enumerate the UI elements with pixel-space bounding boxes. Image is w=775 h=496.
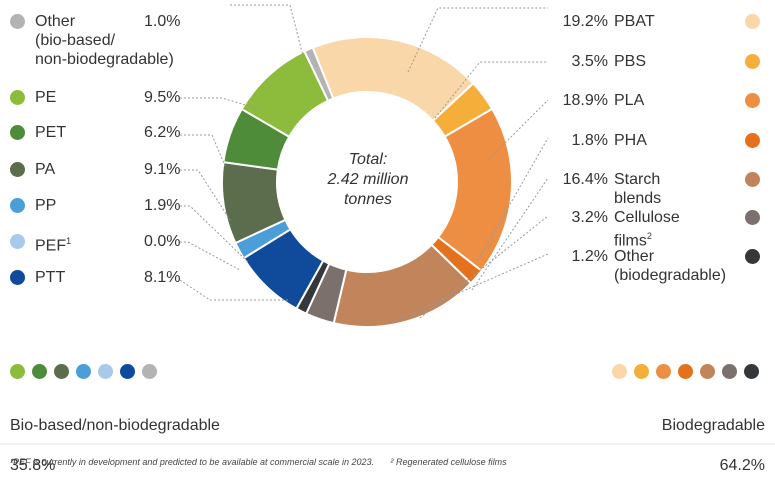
legend-item-pp: PP 1.9% <box>10 196 180 215</box>
legend-item-ptt: PTT 8.1% <box>10 268 180 287</box>
legend-value: 3.2% <box>571 209 608 226</box>
legend-item-pa: PA 9.1% <box>10 160 180 179</box>
bio-based-swatch-row <box>10 364 157 379</box>
legend-label: PA <box>35 161 56 178</box>
legend-value: 1.0% <box>144 13 181 30</box>
legend-item-pe: PE 9.5% <box>10 88 180 107</box>
bio-based-group-label: Bio-based/non-biodegradable 35.8% <box>10 396 220 496</box>
legend-value: 16.4% <box>562 171 608 188</box>
legend-value: 6.2% <box>144 124 181 141</box>
group-name: Bio-based/non-biodegradable <box>10 417 220 434</box>
footnote-pef: ¹PEF is currently in development and pre… <box>10 457 375 467</box>
center-total-label: Total: 2.42 million tonnes <box>308 150 428 210</box>
legend-swatch <box>745 210 760 225</box>
leader-line <box>407 7 548 73</box>
swatch-cellulose-films <box>722 364 737 379</box>
swatch-pbat <box>612 364 627 379</box>
legend-swatch <box>10 90 25 105</box>
legend-value: 18.9% <box>562 92 608 109</box>
legend-swatch <box>745 93 760 108</box>
swatch-pet <box>32 364 47 379</box>
legend-label: PHA <box>614 132 647 149</box>
swatch-ptt <box>120 364 135 379</box>
legend-label: PLA <box>614 92 645 109</box>
legend-swatch <box>10 270 25 285</box>
center-line-1: Total: <box>348 151 388 168</box>
legend-value: 9.1% <box>144 161 181 178</box>
swatch-other-biodegradable <box>744 364 759 379</box>
biodegradable-swatch-row <box>612 364 759 379</box>
legend-value: 1.2% <box>571 248 608 265</box>
legend-label: PTT <box>35 269 66 286</box>
donut-chart <box>0 4 775 445</box>
legend-swatch <box>10 14 25 29</box>
leader-line <box>180 134 227 169</box>
swatch-pe <box>10 364 25 379</box>
swatch-pef <box>98 364 113 379</box>
legend-swatch <box>10 162 25 177</box>
leader-line <box>419 215 549 319</box>
swatch-pla <box>656 364 671 379</box>
swatch-other-bio-based <box>142 364 157 379</box>
group-name: Biodegradable <box>661 417 765 434</box>
leader-line <box>180 169 231 221</box>
legend-item-other-bio-based: Other (bio-based/ non-biodegradable) 1.0… <box>10 12 180 69</box>
legend-label: Cellulose films2 <box>614 209 680 250</box>
leader-line <box>477 137 549 261</box>
legend-value: 19.2% <box>562 13 608 30</box>
swatch-starch-blends <box>700 364 715 379</box>
legend-value: 0.0% <box>144 233 181 250</box>
legend-label: PE <box>35 89 57 106</box>
legend-item-pef: PEF1 0.0% <box>10 232 180 255</box>
leader-line <box>391 253 549 323</box>
leader-line <box>180 97 263 111</box>
swatch-pha <box>678 364 693 379</box>
legend-value: 1.9% <box>144 197 181 214</box>
legend-label: PBAT <box>614 13 655 30</box>
legend-value: 3.5% <box>571 53 608 70</box>
leader-line <box>230 4 305 61</box>
slice-other-bio-based-non-biodegradable <box>303 46 335 103</box>
legend-value: 1.8% <box>571 132 608 149</box>
legend-label: PBS <box>614 53 647 70</box>
legend-value: 8.1% <box>144 269 181 286</box>
legend-label: PET <box>35 124 67 141</box>
biodegradable-group-label: Biodegradable 64.2% <box>600 396 765 496</box>
legend-swatch <box>10 125 25 140</box>
legend-label: Other (bio-based/ non-biodegradable) <box>35 13 174 68</box>
leader-line <box>434 61 548 119</box>
leader-line <box>180 205 249 263</box>
legend-swatch <box>745 172 760 187</box>
legend-swatch <box>10 234 25 249</box>
legend-label: Other (biodegradable) <box>614 248 727 284</box>
leader-line <box>179 279 290 301</box>
legend-label: PEF1 <box>35 236 72 255</box>
legend-item-pet: PET 6.2% <box>10 123 180 142</box>
swatch-pa <box>54 364 69 379</box>
leader-line <box>471 177 549 291</box>
legend-label: PP <box>35 197 57 214</box>
footnotes: ¹PEF is currently in development and pre… <box>10 457 521 467</box>
legend-swatch <box>745 249 760 264</box>
legend-swatch <box>745 54 760 69</box>
swatch-pp <box>76 364 91 379</box>
legend-swatch <box>745 133 760 148</box>
center-line-2: 2.42 million <box>327 171 409 188</box>
legend-value: 9.5% <box>144 89 181 106</box>
swatch-pbs <box>634 364 649 379</box>
group-value: 64.2% <box>719 457 765 474</box>
legend-swatch <box>10 198 25 213</box>
legend-label: Starch blends <box>614 171 662 207</box>
footnote-cellulose: ² Regenerated cellulose films <box>390 457 507 467</box>
leader-line <box>180 241 241 271</box>
legend-swatch <box>745 14 760 29</box>
center-line-3: tonnes <box>343 191 393 208</box>
group-value: 35.8% <box>10 457 56 474</box>
